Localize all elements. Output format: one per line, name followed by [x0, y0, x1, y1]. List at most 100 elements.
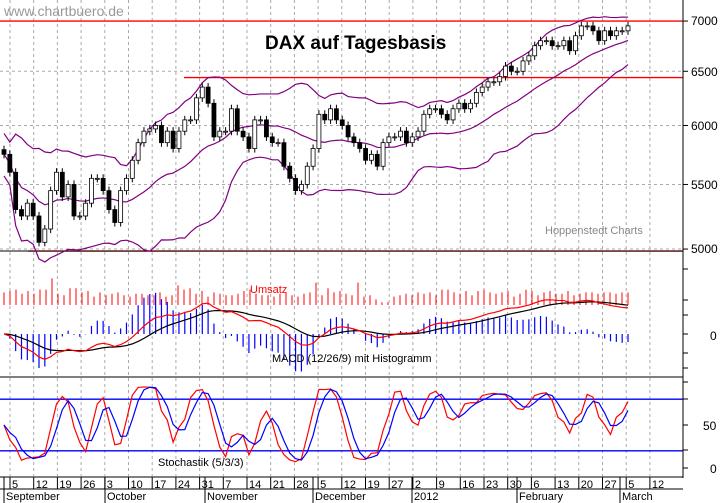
candle-body	[532, 45, 538, 57]
candle-body	[234, 108, 240, 132]
day-tick-label: 27	[605, 479, 617, 491]
candle-body	[403, 130, 409, 144]
candle-body	[159, 125, 164, 144]
candle-body	[170, 130, 176, 149]
bollinger-lower	[3, 64, 629, 263]
candle-body	[124, 177, 129, 192]
candle-body	[287, 165, 293, 179]
grid	[0, 0, 683, 476]
candle-body	[555, 45, 561, 48]
reference-lines	[0, 20, 683, 378]
candle-body	[77, 215, 83, 218]
day-tick-label: 2	[415, 479, 421, 491]
candles	[1, 21, 631, 247]
day-tick-label: 17	[154, 479, 166, 491]
stochastic-panel	[0, 386, 683, 463]
candle-body	[223, 130, 229, 133]
candle-body	[369, 153, 374, 161]
macd-tick-0: 0	[710, 329, 717, 343]
candle-body	[269, 136, 275, 144]
candle-body	[438, 108, 444, 115]
day-tick-label: 3	[107, 479, 113, 491]
macd-panel	[3, 292, 629, 372]
day-tick-label: 7	[225, 479, 231, 491]
month-label: 2012	[414, 491, 438, 503]
candle-body	[351, 136, 357, 144]
candle-body	[497, 76, 503, 83]
candle-body	[374, 153, 380, 167]
candle-body	[188, 119, 194, 122]
candle-body	[520, 60, 526, 72]
stochastic-d-line	[3, 386, 629, 461]
day-tick-label: 30	[510, 479, 522, 491]
day-tick-label: 13	[557, 479, 569, 491]
candle-body	[194, 97, 199, 121]
candle-body	[211, 102, 217, 138]
candle-body	[334, 108, 339, 121]
month-label: December	[315, 491, 366, 503]
volume-bars	[3, 278, 629, 305]
day-tick-label: 12	[344, 479, 356, 491]
candle-body	[71, 184, 77, 217]
candle-body	[141, 130, 147, 144]
month-label: September	[6, 491, 60, 503]
macd-line	[3, 299, 629, 360]
candle-body	[357, 142, 363, 149]
candle-body	[258, 119, 263, 122]
candle-body	[129, 159, 135, 179]
chart-title: DAX auf Tagesbasis	[265, 33, 446, 54]
candle-body	[240, 130, 246, 138]
candle-body	[89, 177, 94, 204]
candle-body	[526, 55, 532, 62]
candle-body	[59, 171, 65, 198]
candle-body	[275, 142, 281, 145]
candle-body	[619, 30, 625, 33]
candle-body	[135, 142, 141, 161]
candle-body	[590, 25, 596, 32]
candle-body	[578, 25, 584, 37]
candle-body	[538, 40, 543, 47]
candle-body	[112, 209, 118, 223]
day-tick-label: 5	[628, 479, 634, 491]
month-label: February	[519, 491, 564, 503]
candle-body	[293, 177, 298, 192]
x-axis: 5 12 19 26 3 10 17 24 31 7 14 21 28 5 12 19 27 2 9 16 23 30 6 1…	[0, 476, 683, 503]
candle-body	[19, 209, 24, 217]
candle-body	[153, 125, 159, 130]
watermark: www.chartbuero.de	[3, 3, 124, 19]
candle-body	[444, 113, 450, 121]
candle-body	[36, 215, 42, 243]
candle-body	[625, 25, 631, 32]
candle-body	[264, 119, 269, 138]
candle-body	[508, 65, 514, 72]
month-label: March	[622, 491, 653, 503]
candle-body	[299, 184, 304, 192]
candle-body	[30, 202, 36, 217]
candle-body	[345, 125, 351, 138]
day-tick-label: 19	[59, 479, 71, 491]
day-tick-label: 24	[178, 479, 190, 491]
candle-body	[281, 142, 287, 167]
source-label: Hoppenstedt Charts	[545, 225, 643, 237]
candle-body	[479, 86, 485, 93]
candle-body	[229, 108, 234, 132]
candle-body	[328, 108, 333, 121]
candle-body	[94, 177, 100, 180]
candle-body	[13, 171, 19, 210]
day-tick-label: 14	[249, 479, 261, 491]
candle-body	[380, 142, 386, 167]
candle-body	[252, 119, 258, 149]
candle-body	[491, 81, 497, 84]
candle-body	[176, 130, 182, 149]
day-tick-label: 26	[83, 479, 95, 491]
candle-body	[409, 136, 415, 144]
candle-body	[199, 86, 205, 99]
day-tick-label: 9	[439, 479, 445, 491]
volume-label: Umsatz	[250, 284, 287, 296]
candle-body	[322, 113, 328, 121]
candle-body	[549, 40, 555, 47]
candle-body	[485, 81, 491, 88]
candle-body	[398, 130, 403, 138]
y-tick-6500: 6500	[691, 65, 718, 79]
day-tick-label: 23	[486, 479, 498, 491]
